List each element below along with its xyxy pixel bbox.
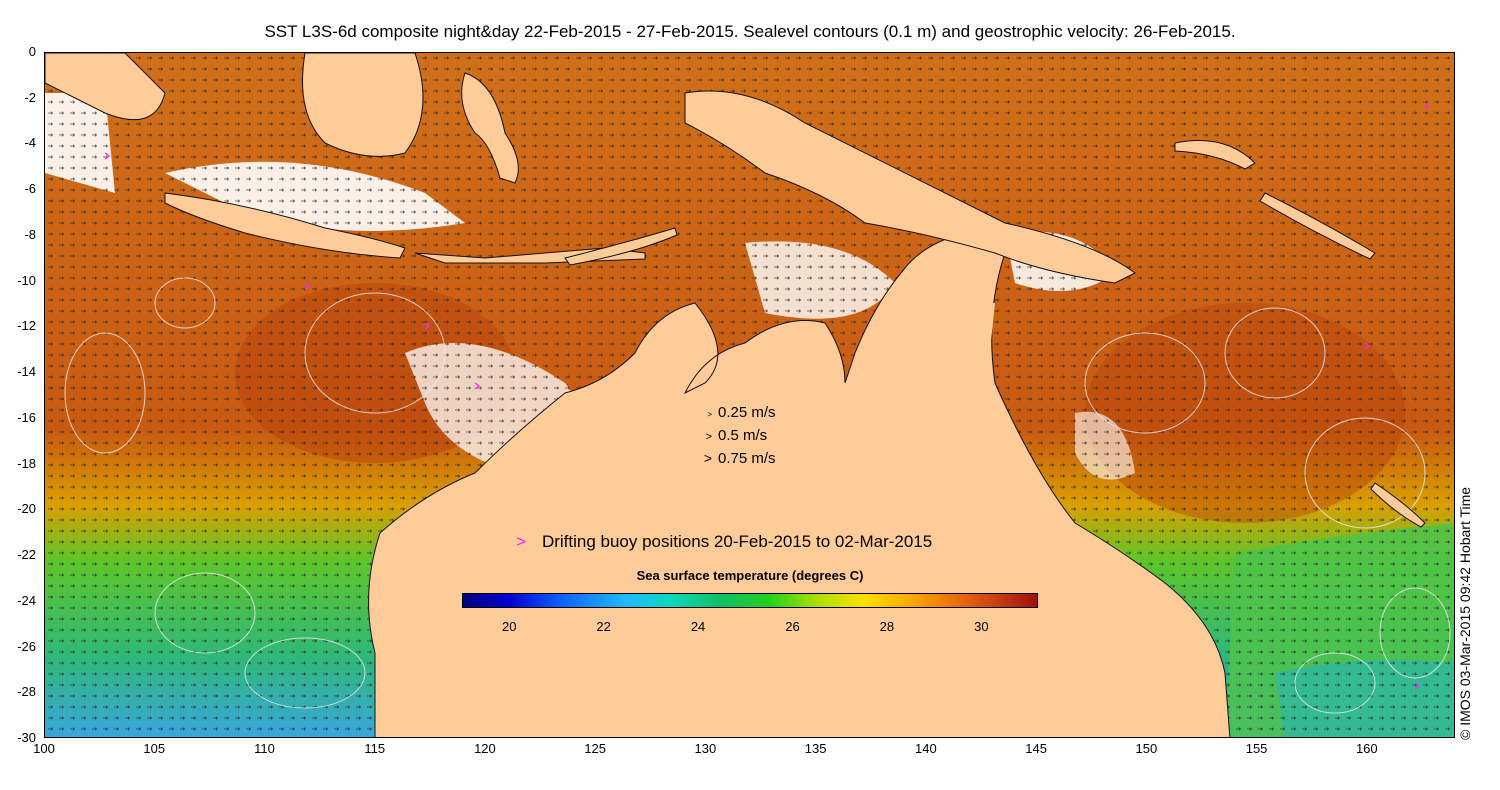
x-tick-label: 160 bbox=[1355, 741, 1378, 756]
colorbar-tick-label: 22 bbox=[596, 619, 611, 634]
x-tick-label: 125 bbox=[584, 741, 607, 756]
colorbar-tick-label: 20 bbox=[501, 619, 517, 634]
solomon-islands bbox=[1259, 192, 1376, 260]
x-tick-label: 140 bbox=[915, 741, 937, 756]
y-tick-label: -22 bbox=[17, 547, 36, 563]
australia bbox=[368, 232, 1231, 737]
x-tick-label: 130 bbox=[694, 741, 717, 756]
scale-label: 0.75 m/s bbox=[718, 450, 776, 467]
scale-arrow-icon: > bbox=[703, 450, 712, 466]
scale-label: 0.5 m/s bbox=[718, 427, 768, 444]
buoy-legend: > Drifting buoy positions 20-Feb-2015 to … bbox=[516, 532, 932, 552]
y-tick-label: -10 bbox=[17, 272, 36, 288]
y-tick-label: -12 bbox=[17, 318, 36, 334]
bismarck bbox=[1174, 140, 1256, 170]
colorbar-tick-label: 24 bbox=[690, 619, 706, 634]
x-tick-label: 115 bbox=[364, 741, 386, 756]
scale-row-3: >0.75 m/s bbox=[690, 450, 776, 467]
x-tick-label: 150 bbox=[1135, 741, 1158, 756]
y-tick-label: 0 bbox=[28, 44, 36, 59]
y-tick-label: -14 bbox=[17, 364, 36, 380]
sealevel-contours bbox=[64, 277, 1451, 714]
y-tick-label: -4 bbox=[24, 135, 36, 151]
y-tick-label: -28 bbox=[17, 684, 36, 700]
y-tick-label: -20 bbox=[17, 501, 36, 517]
scale-arrow-icon: > bbox=[707, 410, 712, 419]
x-tick-label: 155 bbox=[1245, 741, 1268, 756]
x-tick-label: 110 bbox=[254, 741, 275, 756]
gulf-of-carpentaria bbox=[845, 303, 995, 463]
x-tick-label: 145 bbox=[1025, 741, 1047, 756]
scale-row-2: >0.5 m/s bbox=[690, 427, 768, 444]
colorbar-tick-label: 30 bbox=[974, 619, 989, 634]
map-panel bbox=[44, 52, 1455, 738]
y-tick-label: -18 bbox=[17, 455, 36, 471]
new-guinea bbox=[684, 90, 1136, 284]
borneo bbox=[302, 53, 424, 157]
sst-map bbox=[45, 53, 1454, 737]
y-tick-label: -8 bbox=[24, 226, 36, 242]
timor bbox=[564, 227, 678, 266]
y-tick-label: -6 bbox=[24, 181, 36, 197]
colorbar bbox=[462, 593, 1038, 608]
colorbar-title: Sea surface temperature (degrees C) bbox=[636, 568, 864, 583]
scale-arrow-icon: > bbox=[705, 431, 712, 443]
credit-text: © IMOS 03-Mar-2015 09:42 Hobart Time bbox=[1457, 486, 1473, 740]
x-tick-label: 120 bbox=[474, 741, 496, 756]
colorbar-tick-label: 26 bbox=[785, 619, 800, 634]
scale-row-1: >0.25 m/s bbox=[690, 404, 776, 421]
scale-label: 0.25 m/s bbox=[718, 404, 776, 421]
sumatra bbox=[45, 53, 166, 121]
land bbox=[45, 53, 1426, 737]
buoy-legend-label: Drifting buoy positions 20-Feb-2015 to 0… bbox=[541, 532, 933, 551]
new-caledonia bbox=[1370, 482, 1426, 528]
x-tick-label: 135 bbox=[804, 741, 827, 756]
buoy-markers bbox=[104, 102, 1430, 690]
y-tick-label: -2 bbox=[24, 89, 36, 105]
x-tick-label: 105 bbox=[143, 741, 166, 756]
buoy-marker-icon: > bbox=[516, 532, 526, 551]
x-tick-label: 100 bbox=[33, 741, 55, 756]
y-tick-label: -16 bbox=[17, 409, 36, 425]
colorbar-tick-label: 28 bbox=[879, 619, 895, 634]
sulawesi bbox=[461, 72, 519, 184]
y-tick-label: -24 bbox=[17, 592, 36, 608]
y-tick-label: -26 bbox=[17, 638, 36, 654]
y-tick-label: -30 bbox=[17, 730, 36, 745]
java bbox=[164, 192, 406, 259]
page-title: SST L3S-6d composite night&day 22-Feb-20… bbox=[264, 22, 1236, 41]
